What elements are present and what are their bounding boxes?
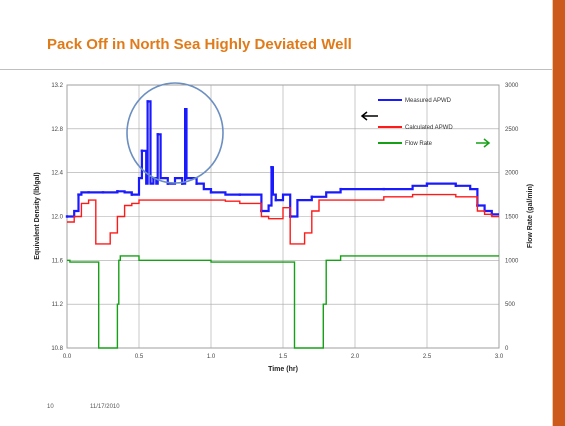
measured-point — [156, 133, 159, 136]
measured-point — [77, 193, 80, 196]
tick-labels: 10.8 11.2 11.6 12.0 12.4 12.8 13.2 0.0 0.5 1.0 1.5… — [51, 83, 519, 360]
y-tick-label: 11.6 — [52, 258, 64, 264]
x-axis-label: Time (hr) — [268, 366, 298, 373]
x-tick-label: 0.0 — [63, 354, 72, 360]
measured-point — [140, 149, 144, 152]
measured-point — [238, 193, 241, 196]
y-tick-label: 11.2 — [52, 302, 64, 308]
measured-point — [181, 182, 184, 185]
legend-label-flow: Flow Rate — [405, 141, 433, 147]
y-tick-label: 12.8 — [51, 127, 63, 133]
slide-title: Pack Off in North Sea Highly Deviated We… — [47, 36, 352, 53]
y2-tick-label: 500 — [505, 302, 516, 308]
y2-tick-label: 0 — [505, 346, 509, 352]
measured-point — [166, 182, 169, 185]
series-lines — [65, 100, 499, 349]
series-line-flow-rate — [67, 255, 499, 349]
x-tick-label: 2.5 — [423, 354, 432, 360]
y-tick-label: 13.2 — [51, 83, 63, 89]
footer-page-number: 10 — [47, 404, 54, 410]
measured-point — [116, 190, 119, 193]
left-arrow-icon — [360, 111, 378, 121]
x-tick-label: 3.0 — [495, 354, 504, 360]
measured-point — [209, 191, 213, 194]
measured-point — [65, 215, 69, 218]
pack-off-highlight-circle — [126, 82, 224, 184]
measured-point — [382, 187, 385, 191]
y2-axis-label: Flow Rate (gal/min) — [527, 184, 534, 248]
measured-point — [425, 182, 429, 185]
title-divider — [0, 69, 553, 70]
measured-point — [185, 176, 188, 180]
measured-point — [274, 198, 277, 202]
footer-date: 11/17/2010 — [90, 404, 120, 410]
y-tick-label: 12.0 — [51, 215, 63, 221]
measured-point — [339, 187, 342, 191]
x-tick-label: 2.0 — [351, 354, 360, 360]
measured-point — [454, 184, 457, 188]
measured-point — [146, 100, 149, 103]
measured-point — [87, 191, 90, 194]
y-axis-label: Equivalent Density (lb/gal) — [34, 172, 41, 260]
measured-point — [270, 165, 273, 169]
accent-bar — [553, 0, 565, 426]
accent-stripe-inner — [552, 0, 553, 426]
legend-label-measured: Measured APWD — [405, 98, 452, 104]
y2-tick-label: 1000 — [505, 258, 519, 264]
measured-point — [310, 195, 313, 198]
y2-tick-label: 2000 — [505, 171, 519, 177]
x-tick-label: 1.5 — [279, 354, 288, 360]
y2-tick-label: 1500 — [505, 215, 519, 221]
legend: Measured APWD Calculated APWD Flow Rate — [378, 98, 453, 147]
x-tick-label: 0.5 — [135, 354, 144, 360]
measured-point — [130, 193, 133, 196]
right-arrow-icon — [476, 138, 491, 148]
series-line-calculated-apwd — [67, 193, 499, 245]
y-tick-label: 12.4 — [51, 171, 63, 177]
measured-point — [195, 182, 198, 185]
legend-label-calculated: Calculated APWD — [405, 125, 453, 131]
measured-point — [101, 191, 105, 194]
y-tick-label: 10.8 — [51, 346, 63, 352]
y2-tick-label: 3000 — [505, 83, 519, 89]
y2-tick-label: 2500 — [505, 127, 519, 133]
x-tick-label: 1.0 — [207, 354, 216, 360]
